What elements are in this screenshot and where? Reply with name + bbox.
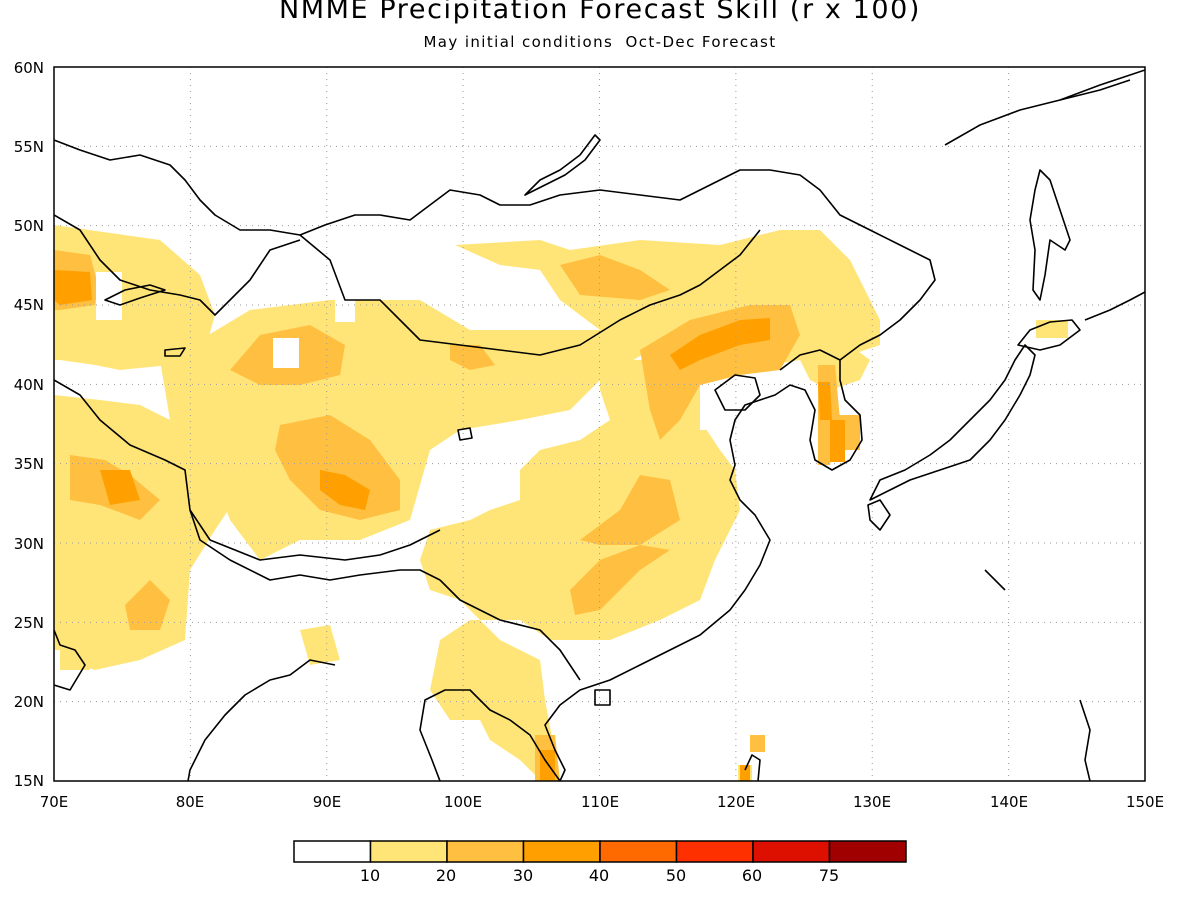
lon-tick-label: 130E xyxy=(853,793,891,811)
coast-philippines xyxy=(1079,699,1091,781)
coast-ryukyu xyxy=(984,569,1006,591)
skill-gap-4 xyxy=(335,300,355,322)
skill-area-tibet-peak xyxy=(320,470,370,510)
lon-tick-label: 120E xyxy=(717,793,755,811)
colorbar-label: 40 xyxy=(589,866,609,885)
gridlines xyxy=(54,67,1145,781)
skill-area-hokkaido xyxy=(1036,320,1068,338)
border-kazakhstan xyxy=(54,214,301,316)
lat-tick-labels: 15N 20N 25N 30N 35N 40N 45N 50N 55N 60N xyxy=(14,59,44,790)
lon-tick-label: 110E xyxy=(581,793,619,811)
lon-tick-label: 80E xyxy=(176,793,205,811)
lake-qinghai xyxy=(457,427,473,441)
coast-hokkaido xyxy=(1017,319,1081,351)
colorbar-swatch xyxy=(369,840,448,863)
skill-area-sichuan xyxy=(580,475,680,545)
coastlines xyxy=(54,69,1145,781)
colorbar-label: 50 xyxy=(666,866,686,885)
lat-tick-label: 25N xyxy=(14,614,44,632)
lat-tick-label: 20N xyxy=(14,693,44,711)
colorbar: 10 20 30 40 50 60 75 xyxy=(293,840,907,885)
skill-gap-5 xyxy=(700,385,740,430)
coast-sakhalin xyxy=(1029,169,1071,301)
colorbar-label: 30 xyxy=(513,866,533,885)
skill-area-himalaya-core xyxy=(100,470,140,505)
lon-tick-label: 70E xyxy=(40,793,69,811)
coast-hainan xyxy=(594,689,611,706)
lat-tick-label: 50N xyxy=(14,217,44,235)
colorbar-label: 60 xyxy=(742,866,762,885)
coast-taiwan xyxy=(744,754,761,781)
lon-tick-label: 90E xyxy=(313,793,342,811)
skill-area-korea-peak xyxy=(818,382,832,420)
skill-area-inner-mongolia xyxy=(450,345,495,370)
lon-tick-label: 100E xyxy=(444,793,482,811)
lake-baikal xyxy=(524,134,601,196)
skill-area-mongolia-core xyxy=(560,255,670,300)
colorbar-swatch xyxy=(828,840,907,863)
skill-area-west xyxy=(54,225,215,370)
page-title: NMME Precipitation Forecast Skill (r x 1… xyxy=(278,0,922,25)
colorbar-label: 10 xyxy=(360,866,380,885)
colorbar-label: 75 xyxy=(819,866,839,885)
skill-area-bengal xyxy=(300,625,340,665)
coast-indochina xyxy=(419,689,561,781)
colorbar-swatch xyxy=(599,840,678,863)
skill-area-india xyxy=(125,580,170,630)
colorbar-label: 20 xyxy=(436,866,456,885)
skill-gap-2 xyxy=(273,338,299,368)
lat-tick-label: 15N xyxy=(14,772,44,790)
border-south-china xyxy=(439,579,581,681)
skill-area-kazakhstan-core xyxy=(54,270,92,305)
lake-issyk xyxy=(164,347,186,357)
coast-kurils xyxy=(1084,291,1145,321)
skill-area-north-china-core xyxy=(670,318,770,370)
colorbar-swatch xyxy=(293,840,372,863)
skill-area-south-india xyxy=(60,650,90,670)
coast-kyushu xyxy=(867,499,891,531)
lat-tick-label: 60N xyxy=(14,59,44,77)
colorbar-swatch xyxy=(675,840,754,863)
colorbar-swatch xyxy=(446,840,525,863)
lon-tick-label: 140E xyxy=(990,793,1028,811)
lon-tick-labels: 70E 80E 90E 100E 110E 120E 130E 140E 150… xyxy=(40,793,1164,811)
coast-india-west xyxy=(54,629,86,691)
lat-tick-label: 35N xyxy=(14,455,44,473)
skill-gap-1 xyxy=(96,272,122,320)
coast-bohai xyxy=(714,374,761,411)
page-subtitle: May initial conditions Oct-Dec Forecast xyxy=(423,33,777,51)
lat-tick-label: 40N xyxy=(14,376,44,394)
skill-gap-3 xyxy=(342,255,368,273)
lon-tick-label: 150E xyxy=(1126,793,1164,811)
lat-tick-label: 55N xyxy=(14,138,44,156)
skill-area-central-china xyxy=(420,360,740,780)
border-mongolia xyxy=(299,229,761,356)
plot-frame xyxy=(53,66,1146,782)
lat-tick-label: 30N xyxy=(14,535,44,553)
coast-kamchatka-north xyxy=(1059,79,1131,101)
coast-asia-mainland xyxy=(54,139,936,781)
skill-area-korea-south xyxy=(830,420,845,462)
border-himalaya xyxy=(54,379,441,581)
coast-kamchatka-okhotsk xyxy=(944,69,1145,146)
lake-balkhash xyxy=(104,284,166,306)
colorbar-swatch xyxy=(752,840,831,863)
skill-shading xyxy=(54,225,1068,781)
lat-tick-label: 45N xyxy=(14,296,44,314)
coast-india xyxy=(187,659,336,781)
skill-area-south-china xyxy=(570,545,670,615)
colorbar-swatch xyxy=(522,840,601,863)
skill-area-taiwan-core xyxy=(750,735,765,752)
skill-area-taiwan-south xyxy=(740,765,750,781)
coast-japan-honshu xyxy=(869,344,1036,501)
border-korea xyxy=(779,349,841,371)
border-tibet xyxy=(189,509,441,561)
